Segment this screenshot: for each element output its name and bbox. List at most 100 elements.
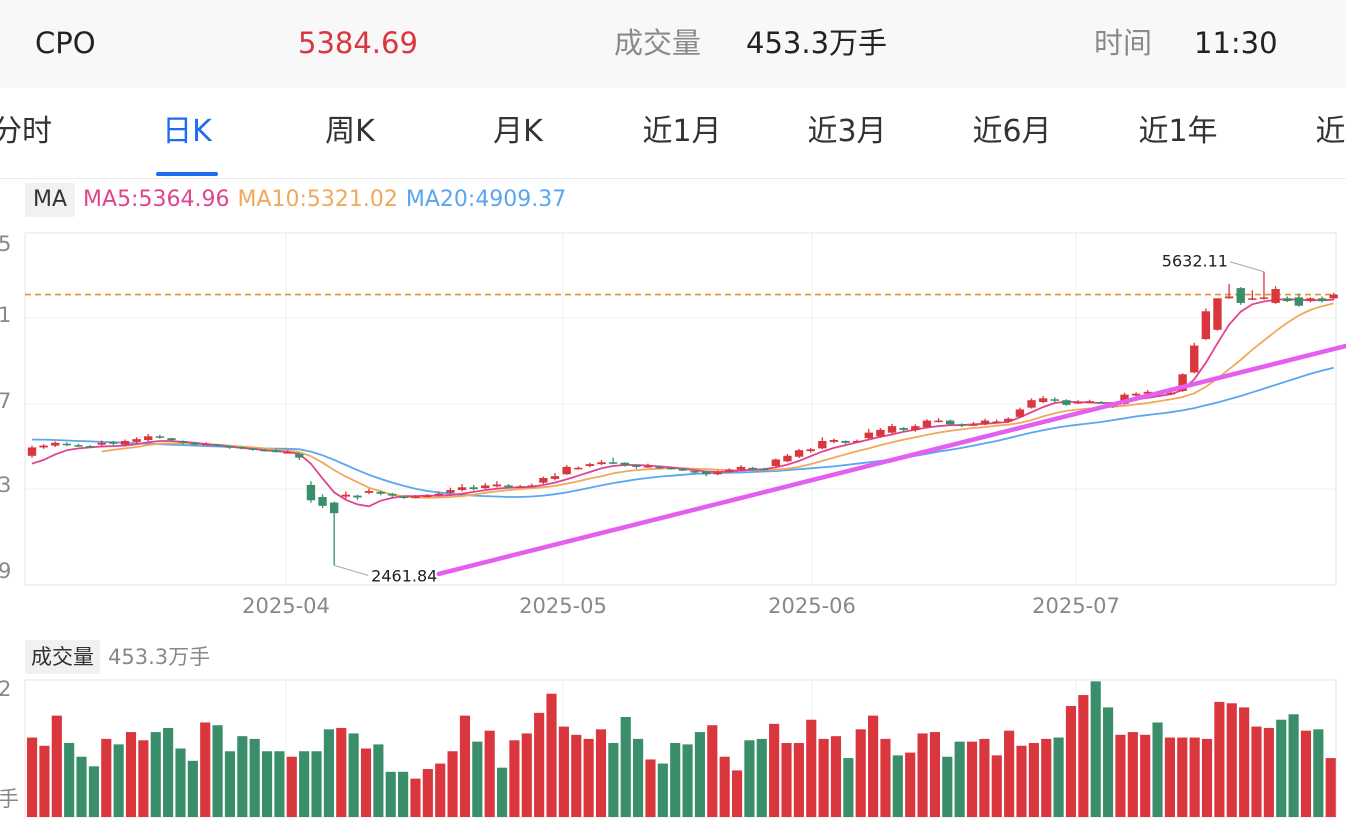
candle-body — [597, 462, 606, 465]
volume-bar — [670, 743, 681, 817]
volume-bar — [830, 736, 842, 817]
tab-6-months[interactable]: 近6月 — [972, 114, 1052, 149]
candle-body — [155, 436, 165, 438]
volume-bar — [360, 748, 372, 817]
candle-body — [306, 484, 316, 501]
volume-bar — [1053, 737, 1064, 817]
volume-bar — [1115, 734, 1126, 817]
volume-bar — [1226, 703, 1237, 817]
candle-body — [213, 444, 223, 447]
candle-body — [283, 452, 292, 454]
x-tick-label: 2025-05 — [519, 594, 607, 618]
volume-bar — [731, 770, 743, 817]
volume-tag[interactable]: 成交量 — [25, 640, 100, 674]
candle-body — [271, 450, 281, 453]
volume-bar — [546, 693, 557, 817]
volume-label: 成交量 — [614, 26, 702, 60]
volume-bar — [1325, 758, 1336, 817]
volume-bar — [125, 732, 137, 817]
volume-bar — [1127, 732, 1138, 817]
y-tick-label: 5 — [0, 232, 11, 256]
volume-bar — [583, 738, 594, 817]
tab-daily-k[interactable]: 日K — [162, 114, 212, 149]
candle-body — [329, 502, 339, 514]
candle-body — [1294, 297, 1304, 306]
ma-legend: MA MA5:5364.96 MA10:5321.02 MA20:4909.37 — [25, 183, 566, 217]
candle-body — [492, 484, 502, 487]
candle-body — [469, 487, 478, 490]
volume-bar — [261, 751, 273, 817]
high-pointer — [1229, 261, 1265, 273]
volume-bar — [966, 741, 978, 817]
volume-bar — [1300, 730, 1312, 817]
tab-3-months[interactable]: 近3月 — [807, 114, 887, 149]
volume-bar — [657, 763, 668, 817]
volume-bar — [435, 763, 446, 817]
volume-bar — [633, 738, 644, 817]
volume-bars — [27, 681, 1336, 817]
volume-bar — [385, 771, 396, 817]
volume-bar — [64, 743, 75, 817]
volume-bar — [373, 744, 384, 817]
volume-bar — [1263, 727, 1274, 817]
candle-body — [1259, 297, 1269, 299]
candle-body — [422, 495, 432, 498]
candle-body — [353, 495, 362, 498]
volume-bar — [472, 741, 483, 817]
tab-1-month[interactable]: 近1月 — [642, 114, 722, 149]
price-frame — [24, 232, 1337, 586]
candle-body — [632, 465, 641, 467]
candle-body — [725, 469, 734, 472]
candle-body — [678, 468, 688, 471]
ma-tag[interactable]: MA — [25, 183, 76, 217]
candle-body — [167, 438, 176, 441]
volume-bar — [979, 738, 990, 817]
ma5-line — [31, 298, 1334, 508]
candle-body — [481, 485, 490, 489]
candle-body — [760, 468, 769, 471]
volume-bar — [1090, 681, 1101, 817]
volume-bar — [27, 737, 38, 817]
candle-body — [1271, 289, 1280, 303]
candle-body — [853, 440, 862, 443]
volume-bar — [917, 733, 928, 817]
candle-body — [399, 496, 409, 499]
volume-bar — [1140, 734, 1151, 817]
volume-bar — [187, 760, 198, 817]
volume-tick-label: 2 — [0, 677, 11, 701]
candle-body — [1213, 298, 1222, 330]
volume-bar — [595, 729, 607, 817]
ma5-legend: MA5:5364.96 — [83, 187, 230, 212]
active-tab-indicator — [156, 172, 218, 176]
candle-body — [190, 442, 199, 445]
tab-intraday[interactable]: 分时 — [0, 114, 52, 149]
low-pointer — [334, 564, 369, 576]
volume-grid — [24, 679, 1337, 818]
volume-bar — [905, 752, 916, 817]
candle-body — [527, 485, 536, 487]
price-grid — [24, 232, 1337, 586]
volume-bar — [286, 756, 297, 817]
period-tabs: 分时 日K 周K 月K 近1月 近3月 近6月 近1年 近3 — [0, 88, 1346, 179]
tab-3-years[interactable]: 近3 — [1315, 114, 1346, 149]
volume-bar — [868, 715, 879, 817]
y-tick-label: 9 — [0, 559, 11, 583]
volume-bar — [929, 732, 941, 817]
candle-body — [1085, 401, 1094, 403]
volume-bar — [200, 722, 211, 817]
volume-bar — [744, 740, 755, 817]
tab-weekly-k[interactable]: 周K — [325, 114, 375, 149]
candle-body — [806, 449, 815, 452]
tab-monthly-k[interactable]: 月K — [493, 114, 543, 149]
tab-1-year[interactable]: 近1年 — [1138, 114, 1218, 149]
volume-bar — [336, 727, 347, 817]
candle-body — [120, 440, 130, 445]
candle-body — [783, 455, 792, 462]
volume-bar — [620, 716, 631, 817]
volume-bar — [558, 726, 569, 817]
volume-bar — [101, 738, 112, 817]
candle-body — [701, 471, 711, 475]
volume-bar — [76, 756, 87, 817]
volume-tick-label: 手 — [0, 787, 19, 811]
candle-body — [144, 436, 153, 441]
